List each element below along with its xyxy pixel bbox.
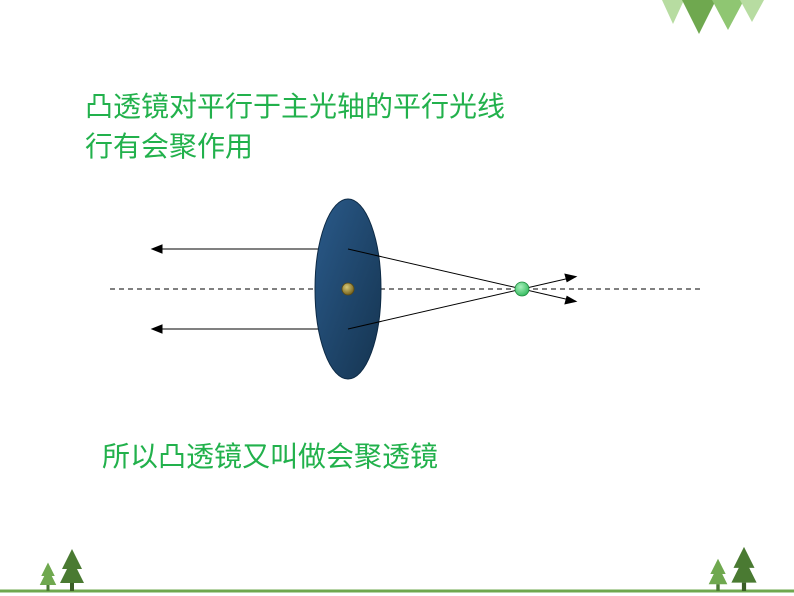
- bottom-tree-group-left: [40, 549, 84, 591]
- optical-center-dot: [342, 283, 354, 295]
- bottom-tree-group-right: [709, 547, 757, 591]
- corner-decor-bottom: [0, 536, 794, 596]
- focal-point-dot: [515, 282, 529, 296]
- lens-diagram: [0, 0, 794, 596]
- slide: 凸透镜对平行于主光轴的平行光线 行有会聚作用: [0, 0, 794, 596]
- caption-text: 所以凸透镜又叫做会聚透镜: [102, 435, 438, 475]
